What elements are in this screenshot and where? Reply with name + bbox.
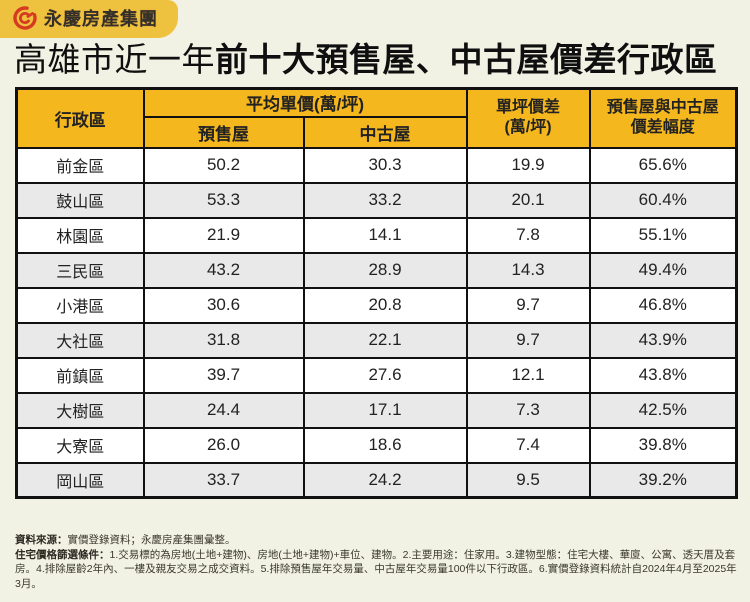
existing-cell: 14.1 xyxy=(302,216,468,254)
presale-cell: 39.7 xyxy=(142,356,305,394)
existing-cell: 24.2 xyxy=(302,461,468,499)
header-gap-line1: 預售屋與中古屋 xyxy=(606,99,719,117)
existing-cell: 20.8 xyxy=(302,286,468,324)
header-existing: 中古屋 xyxy=(302,115,468,149)
pct-cell: 55.1% xyxy=(588,216,738,254)
existing-cell: 28.9 xyxy=(302,251,468,289)
presale-cell: 43.2 xyxy=(142,251,305,289)
table-row: 大樹區 24.4 17.1 7.3 42.5% xyxy=(15,391,738,429)
header-presale: 預售屋 xyxy=(142,115,305,149)
district-cell: 大樹區 xyxy=(15,391,145,429)
table-header: 行政區 平均單價(萬/坪) 單坪價差 (萬/坪) 預售屋與中古屋 價差幅度 預售… xyxy=(15,87,738,149)
diff-cell: 19.9 xyxy=(465,146,591,184)
district-cell: 大寮區 xyxy=(15,426,145,464)
header-district: 行政區 xyxy=(15,87,145,149)
table-row: 大寮區 26.0 18.6 7.4 39.8% xyxy=(15,426,738,464)
diff-cell: 7.3 xyxy=(465,391,591,429)
table-row: 鼓山區 53.3 33.2 20.1 60.4% xyxy=(15,181,738,219)
price-table: 行政區 平均單價(萬/坪) 單坪價差 (萬/坪) 預售屋與中古屋 價差幅度 預售… xyxy=(15,87,739,499)
footer-notes: 資料來源：實價登錄資料；永慶房產集團彙整。 住宅價格篩選條件：1.交易標的為房地… xyxy=(15,533,737,591)
district-cell: 前金區 xyxy=(15,146,145,184)
district-cell: 小港區 xyxy=(15,286,145,324)
district-cell: 岡山區 xyxy=(15,461,145,499)
source-label: 資料來源： xyxy=(15,534,68,546)
existing-cell: 18.6 xyxy=(302,426,468,464)
header-gap-line2: 價差幅度 xyxy=(630,119,695,137)
presale-cell: 30.6 xyxy=(142,286,305,324)
diff-cell: 9.7 xyxy=(465,286,591,324)
yungching-spiral-icon xyxy=(12,5,38,31)
presale-cell: 26.0 xyxy=(142,426,305,464)
table-row: 大社區 31.8 22.1 9.7 43.9% xyxy=(15,321,738,359)
header-avg-price-group: 平均單價(萬/坪) xyxy=(142,87,468,118)
table-row: 前金區 50.2 30.3 19.9 65.6% xyxy=(15,146,738,184)
presale-cell: 50.2 xyxy=(142,146,305,184)
existing-cell: 30.3 xyxy=(302,146,468,184)
source-note: 資料來源：實價登錄資料；永慶房產集團彙整。 xyxy=(15,533,737,548)
presale-cell: 53.3 xyxy=(142,181,305,219)
page-title: 高雄市近一年前十大預售屋、中古屋價差行政區 xyxy=(14,40,744,80)
district-cell: 林園區 xyxy=(15,216,145,254)
pct-cell: 42.5% xyxy=(588,391,738,429)
pct-cell: 65.6% xyxy=(588,146,738,184)
pct-cell: 60.4% xyxy=(588,181,738,219)
header-unit-diff-line1: 單坪價差 xyxy=(496,99,561,117)
pct-cell: 49.4% xyxy=(588,251,738,289)
source-text: 實價登錄資料；永慶房產集團彙整。 xyxy=(67,534,236,546)
table-row: 三民區 43.2 28.9 14.3 49.4% xyxy=(15,251,738,289)
presale-cell: 21.9 xyxy=(142,216,305,254)
diff-cell: 14.3 xyxy=(465,251,591,289)
title-normal-part: 高雄市近一年 xyxy=(14,41,215,78)
existing-cell: 17.1 xyxy=(302,391,468,429)
header-unit-diff-line2: (萬/坪) xyxy=(504,119,552,137)
table-row: 小港區 30.6 20.8 9.7 46.8% xyxy=(15,286,738,324)
pct-cell: 46.8% xyxy=(588,286,738,324)
header-unit-diff: 單坪價差 (萬/坪) xyxy=(465,87,591,149)
diff-cell: 9.7 xyxy=(465,321,591,359)
existing-cell: 27.6 xyxy=(302,356,468,394)
table-row: 林園區 21.9 14.1 7.8 55.1% xyxy=(15,216,738,254)
diff-cell: 7.4 xyxy=(465,426,591,464)
header-gap: 預售屋與中古屋 價差幅度 xyxy=(588,87,738,149)
pct-cell: 39.2% xyxy=(588,461,738,499)
pct-cell: 39.8% xyxy=(588,426,738,464)
district-cell: 鼓山區 xyxy=(15,181,145,219)
criteria-note: 住宅價格篩選條件：1.交易標的為房地(土地+建物)、房地(土地+建物)+車位、建… xyxy=(15,548,737,592)
presale-cell: 31.8 xyxy=(142,321,305,359)
title-bold-part: 前十大預售屋、中古屋價差行政區 xyxy=(215,41,718,78)
district-cell: 前鎮區 xyxy=(15,356,145,394)
brand-name: 永慶房產集團 xyxy=(44,9,158,29)
table-row: 岡山區 33.7 24.2 9.5 39.2% xyxy=(15,461,738,499)
criteria-label: 住宅價格篩選條件： xyxy=(15,548,110,561)
district-cell: 大社區 xyxy=(15,321,145,359)
district-cell: 三民區 xyxy=(15,251,145,289)
pct-cell: 43.8% xyxy=(588,356,738,394)
table-body: 前金區 50.2 30.3 19.9 65.6% 鼓山區 53.3 33.2 20.1 60.4%… xyxy=(15,146,738,499)
diff-cell: 7.8 xyxy=(465,216,591,254)
table-row: 前鎮區 39.7 27.6 12.1 43.8% xyxy=(15,356,738,394)
existing-cell: 33.2 xyxy=(302,181,468,219)
diff-cell: 20.1 xyxy=(465,181,591,219)
brand-banner: 永慶房產集團 xyxy=(0,0,178,38)
existing-cell: 22.1 xyxy=(302,321,468,359)
diff-cell: 12.1 xyxy=(465,356,591,394)
presale-cell: 24.4 xyxy=(142,391,305,429)
presale-cell: 33.7 xyxy=(142,461,305,499)
criteria-text: 1.交易標的為房地(土地+建物)、房地(土地+建物)+車位、建物。2.主要用途：… xyxy=(15,548,737,590)
diff-cell: 9.5 xyxy=(465,461,591,499)
pct-cell: 43.9% xyxy=(588,321,738,359)
